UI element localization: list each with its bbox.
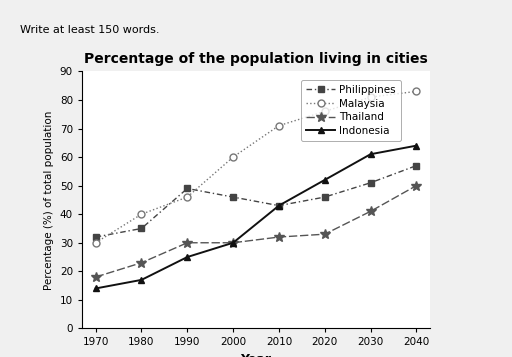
Indonesia: [276, 203, 282, 208]
Malaysia: [138, 212, 144, 216]
Philippines: [413, 164, 419, 168]
Indonesia: [368, 152, 374, 156]
Text: Write at least 150 words.: Write at least 150 words.: [20, 25, 160, 35]
Title: Percentage of the population living in cities: Percentage of the population living in c…: [84, 52, 428, 66]
Philippines: [184, 186, 190, 191]
Malaysia: [93, 241, 99, 245]
Thailand: [322, 232, 328, 236]
Indonesia: [322, 178, 328, 182]
Philippines: [322, 195, 328, 199]
Thailand: [138, 261, 144, 265]
Thailand: [230, 241, 236, 245]
Philippines: [93, 235, 99, 239]
Indonesia: [138, 278, 144, 282]
Malaysia: [230, 155, 236, 159]
Indonesia: [93, 286, 99, 291]
Y-axis label: Percentage (%) of total population: Percentage (%) of total population: [44, 110, 54, 290]
Malaysia: [184, 195, 190, 199]
Line: Philippines: Philippines: [93, 162, 419, 240]
Philippines: [138, 226, 144, 231]
Indonesia: [184, 255, 190, 259]
Philippines: [276, 203, 282, 208]
Thailand: [184, 241, 190, 245]
Line: Indonesia: Indonesia: [92, 142, 420, 292]
Indonesia: [230, 241, 236, 245]
X-axis label: Year: Year: [241, 353, 271, 357]
Malaysia: [368, 95, 374, 99]
Legend: Philippines, Malaysia, Thailand, Indonesia: Philippines, Malaysia, Thailand, Indones…: [301, 80, 401, 141]
Thailand: [276, 235, 282, 239]
Indonesia: [413, 144, 419, 148]
Philippines: [368, 181, 374, 185]
Thailand: [368, 209, 374, 213]
Malaysia: [322, 109, 328, 114]
Line: Malaysia: Malaysia: [92, 88, 420, 246]
Malaysia: [413, 89, 419, 94]
Thailand: [93, 275, 99, 279]
Thailand: [413, 183, 419, 188]
Line: Thailand: Thailand: [91, 181, 421, 282]
Malaysia: [276, 124, 282, 128]
Philippines: [230, 195, 236, 199]
